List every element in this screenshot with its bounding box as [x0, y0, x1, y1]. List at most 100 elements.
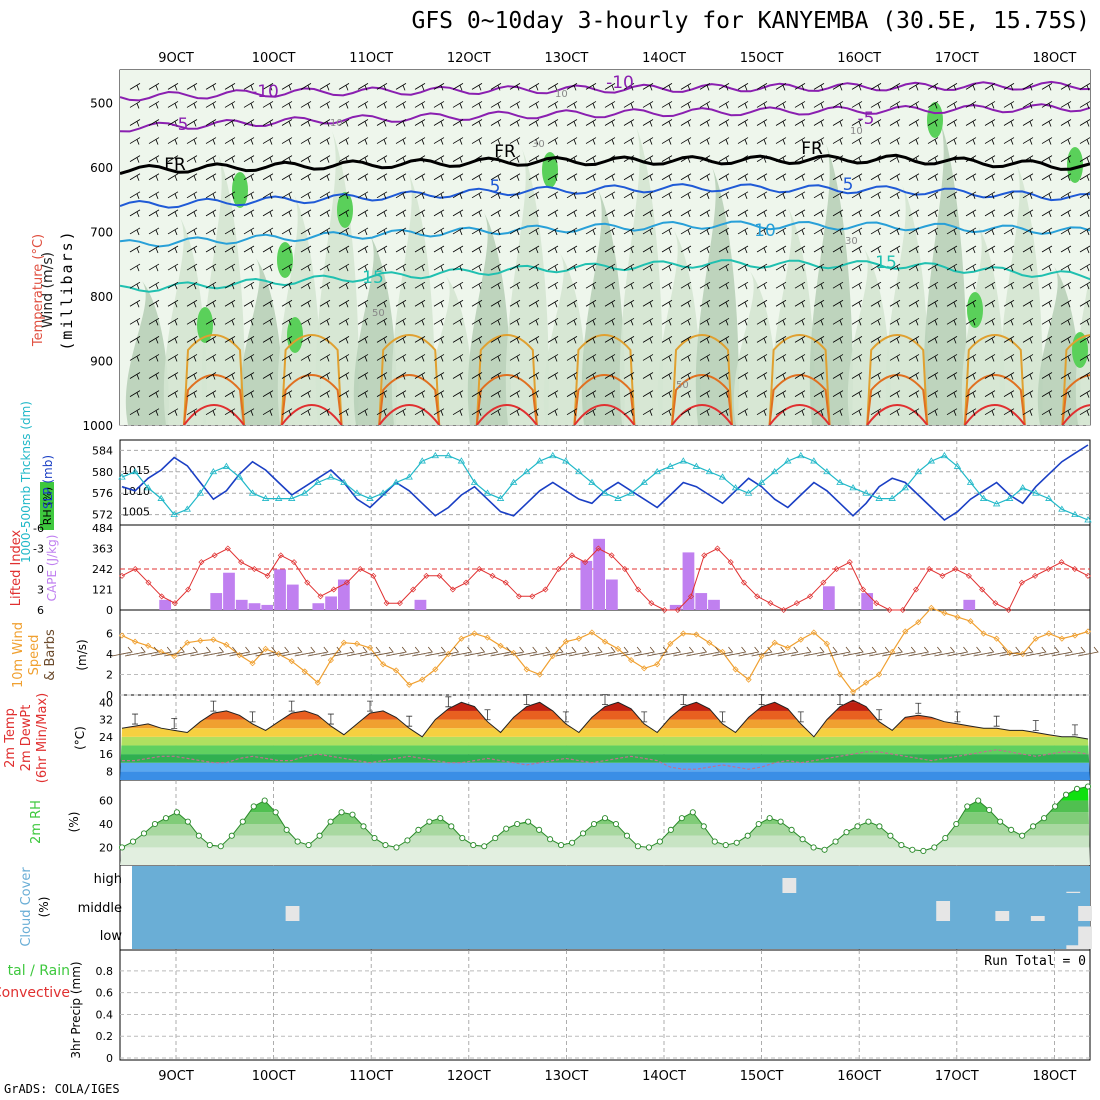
wind-barb [186, 372, 198, 380]
rh-legend-swatch [40, 482, 54, 530]
wind-barb [262, 101, 274, 109]
wind-barb [946, 137, 958, 145]
temp-band [120, 728, 1090, 737]
wind-barb [699, 83, 711, 91]
wind-barb [414, 299, 426, 308]
wind-barb [395, 227, 407, 236]
ylabel-rh2m: 2m RH [29, 800, 44, 844]
thickness-marker [562, 457, 570, 464]
li-marker [568, 552, 575, 559]
rh-marker [283, 826, 290, 833]
wind-barb [167, 119, 179, 127]
wind-barb [604, 227, 616, 236]
rh-marker [755, 820, 762, 828]
wind-barb [547, 119, 559, 127]
wind-barb [129, 372, 141, 380]
cloud-block-middle [995, 911, 1010, 921]
wind-speed-marker [510, 649, 517, 657]
wind-barb [281, 646, 303, 657]
wind-barb [984, 227, 996, 236]
rh-marker [711, 838, 718, 845]
wind-barb [566, 119, 578, 127]
wind-barb [224, 408, 236, 416]
ylabel-temp: 2m Temp 2m DewPt (6hr Min/Max) [3, 693, 50, 783]
li-marker [608, 552, 615, 559]
wind-barb [813, 372, 825, 380]
wind-barb [1003, 83, 1015, 91]
wind-barb [414, 83, 426, 91]
wind-barb [205, 209, 217, 218]
rh-contour-fill [733, 271, 777, 425]
wind-barb [490, 137, 502, 145]
li-marker [132, 566, 139, 572]
wind-barb [452, 119, 464, 127]
wind-barb [908, 101, 920, 109]
wind-barb [1041, 209, 1053, 218]
wind-barb [699, 408, 711, 416]
wind-barb [921, 646, 943, 657]
axes-labels: 9OCT9OCT10OCT10OCT11OCT11OCT12OCT12OCT13… [0, 51, 1076, 1084]
wind-barb [376, 299, 388, 308]
thickness-marker [1084, 516, 1092, 523]
wind-barb [148, 317, 160, 326]
wind-barb [794, 354, 806, 362]
wind-barb [243, 317, 255, 326]
wind-barb [947, 646, 969, 657]
wind-barb [203, 646, 225, 657]
wind-barb [319, 372, 331, 380]
wind-barb [395, 336, 407, 344]
precip-tick: 0.2 [96, 1030, 114, 1043]
isotherm-label: -5 [858, 109, 875, 129]
wind-barb [376, 191, 388, 199]
wind-barb [870, 245, 882, 254]
thickness-marker [849, 484, 857, 491]
wind-barb [1041, 372, 1053, 380]
cloud-level-label: low [100, 929, 123, 944]
wind-barb [965, 101, 977, 109]
wind-barb [813, 336, 825, 344]
wind-barb [604, 281, 616, 290]
wind-barb [737, 354, 749, 362]
wind-barb [300, 245, 312, 254]
wind-barb [642, 408, 654, 416]
wind-barb [756, 173, 768, 181]
wind-barb [756, 372, 768, 380]
wind-barb [986, 646, 1008, 657]
wind-barb [338, 173, 350, 181]
cape-bar [235, 599, 248, 610]
wind-barb [756, 83, 768, 91]
wind-speed-marker [340, 639, 347, 646]
wind-barb [509, 83, 521, 91]
wind-barb [585, 101, 597, 109]
wind-barb [737, 408, 749, 416]
wind-barb [319, 299, 331, 308]
temp-minmax-bar [954, 711, 961, 723]
wind-barb [1079, 245, 1090, 254]
wind-barb [1041, 227, 1053, 236]
wind-barb [129, 209, 141, 218]
wind-barb [756, 281, 768, 290]
wind-barb [908, 317, 920, 326]
li-marker [423, 572, 430, 579]
wind-barb [813, 101, 825, 109]
wind-barb [395, 372, 407, 380]
wind-barb [927, 101, 939, 109]
wind-barb [775, 408, 787, 416]
wind-barb [661, 299, 673, 308]
wind-barb [946, 281, 958, 290]
ylabel-thickness-line: 1000-500mb Thcknss (dm) [19, 401, 33, 563]
thickness-marker [183, 505, 191, 512]
wind-barb [973, 646, 995, 657]
wind-barb [433, 336, 445, 344]
isotherm--10 [120, 80, 1090, 102]
temp-minmax-bar [602, 694, 608, 706]
thickness-marker [522, 468, 531, 475]
wind-barb [186, 137, 198, 145]
wind-barb [395, 281, 407, 290]
isotherm-label: 5 [490, 177, 501, 197]
wind-barb [680, 408, 692, 416]
wind-barb [452, 173, 464, 181]
wind-speed-marker [171, 652, 178, 660]
wind-barb [357, 336, 369, 344]
wind-panel [111, 604, 1099, 696]
